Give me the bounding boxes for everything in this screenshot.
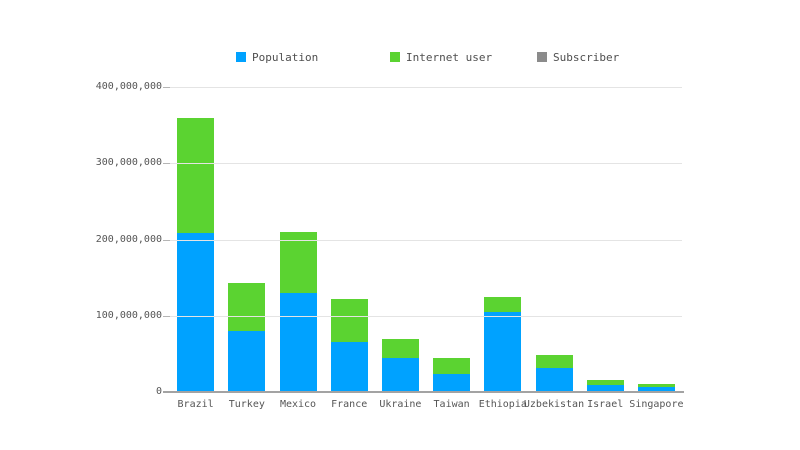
bar-ethiopia-internet-user [484,296,522,312]
legend-label: Subscriber [553,50,620,64]
x-axis-line [163,391,684,393]
bar-france-internet-user [330,298,368,343]
y-tick-label: 300,000,000 [95,157,162,169]
legend-item-subscriber[interactable]: Subscriber [537,50,620,64]
bar-france-population [330,342,368,392]
legend-label: Internet user [406,50,493,64]
x-tick-label-israel: Israel [587,399,624,410]
y-tick-label: 400,000,000 [95,81,162,92]
bar-turkey-internet-user [228,282,266,331]
legend-label: Population [252,50,319,64]
gridline [170,163,682,165]
bar-mexico-population [279,292,317,392]
y-tick-mark [163,87,170,88]
bar-ethiopia-population [484,311,522,392]
bar-uzbekistan-internet-user [535,355,573,368]
x-tick-label-uzbekistan: Uzbekistan [523,399,585,410]
y-tick-label: 100,000,000 [95,309,162,321]
legend-swatch-population [236,52,246,62]
bar-uzbekistan-population [535,367,573,392]
x-tick-label-taiwan: Taiwan [433,399,470,410]
y-tick-mark [163,315,170,317]
x-tick-label-ethiopia: Ethiopia [478,399,527,410]
bar-taiwan-internet-user [433,357,471,375]
bar-singapore-internet-user [637,383,675,388]
bar-brazil-internet-user [177,118,215,233]
bar-turkey-population [228,331,266,392]
y-tick-mark [163,239,170,241]
bar-taiwan-population [433,374,471,392]
y-tick-mark [163,163,170,165]
x-tick-label-singapore: Singapore [629,399,684,410]
y-tick-label: 200,000,000 [95,233,162,245]
bar-mexico-internet-user [279,231,317,293]
x-tick-label-france: France [331,399,368,410]
x-tick-label-turkey: Turkey [228,399,265,410]
legend-item-internet-user[interactable]: Internet user [390,50,493,64]
gridline [170,87,682,88]
bar-singapore-population [637,387,675,392]
bar-ukraine-population [381,358,419,392]
legend-swatch-internet-user [390,52,400,62]
x-tick-label-ukraine: Ukraine [379,399,422,410]
legend-swatch-subscriber [537,52,547,62]
bar-ukraine-internet-user [381,338,419,359]
x-tick-label-brazil: Brazil [177,399,214,410]
y-tick-label: 0 [155,386,162,397]
legend-item-population[interactable]: Population [236,50,319,64]
bar-israel-internet-user [586,379,624,386]
gridline [170,315,682,317]
gridline [170,239,682,241]
bar-brazil-population [177,232,215,392]
chart-legend: Population Internet user Subscriber [0,0,800,64]
bar-israel-population [586,385,624,392]
x-tick-label-mexico: Mexico [279,399,317,410]
